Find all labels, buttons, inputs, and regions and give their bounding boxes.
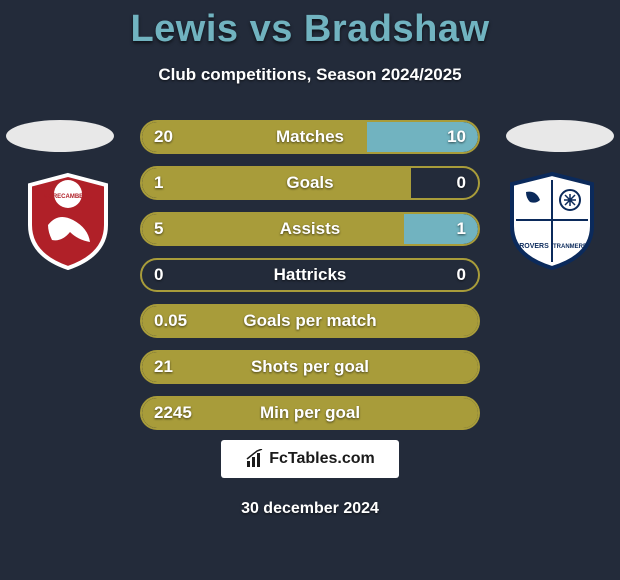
- stat-row: 0.05Goals per match: [140, 304, 480, 338]
- stat-label: Matches: [142, 122, 478, 152]
- chart-icon: [245, 449, 265, 469]
- branding-text: FcTables.com: [269, 450, 375, 468]
- page-title: Lewis vs Bradshaw: [0, 0, 620, 51]
- stat-row: 10Goals: [140, 166, 480, 200]
- club-badge-right: ROVERS TRANMERE: [502, 170, 602, 270]
- stat-row: 00Hattricks: [140, 258, 480, 292]
- svg-text:ROVERS: ROVERS: [519, 243, 549, 250]
- svg-text:MORECAMBE FC: MORECAMBE FC: [43, 194, 93, 200]
- stat-label: Hattricks: [142, 260, 478, 290]
- stat-row: 2010Matches: [140, 120, 480, 154]
- club-badge-left: MORECAMBE FC: [18, 170, 118, 270]
- player-left-avatar-oval: [6, 120, 114, 152]
- stat-label: Assists: [142, 214, 478, 244]
- footer-date: 30 december 2024: [0, 500, 620, 518]
- stat-label: Min per goal: [142, 398, 478, 428]
- stat-row: 51Assists: [140, 212, 480, 246]
- player-right-avatar-oval: [506, 120, 614, 152]
- stat-row: 21Shots per goal: [140, 350, 480, 384]
- stat-label: Shots per goal: [142, 352, 478, 382]
- stat-row: 2245Min per goal: [140, 396, 480, 430]
- svg-text:TRANMERE: TRANMERE: [553, 244, 587, 250]
- stats-bars: 2010Matches 10Goals 51Assists 00Hattricks 0.…: [140, 120, 480, 442]
- page-subtitle: Club competitions, Season 2024/2025: [0, 65, 620, 85]
- stat-label: Goals per match: [142, 306, 478, 336]
- stat-label: Goals: [142, 168, 478, 198]
- branding-badge: FcTables.com: [221, 440, 399, 478]
